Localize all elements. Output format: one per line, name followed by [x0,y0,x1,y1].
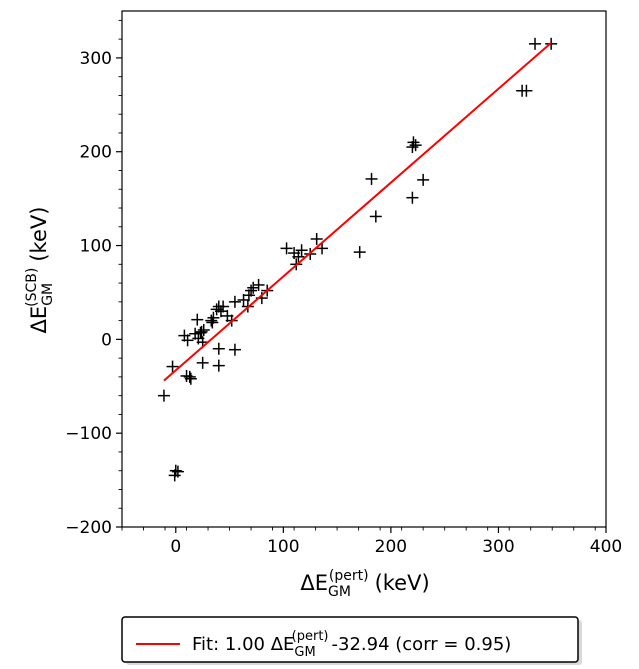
y-tick-label: 0 [101,330,112,350]
y-tick-label: 100 [80,237,112,257]
data-point [184,372,197,385]
data-point [205,314,218,327]
data-point [228,295,241,308]
data-point [183,370,196,383]
x-tick-label: 0 [170,537,181,557]
data-point [365,172,378,185]
legend-box [121,616,579,663]
data-point [191,313,204,326]
data-point [280,242,293,255]
data-point [316,242,329,255]
data-point [520,84,533,97]
data-point [195,325,208,338]
data-point [207,311,220,324]
y-axis-title: ΔEGM(SCB)(keV) [24,207,56,334]
fit-line [163,42,552,382]
data-point [171,465,184,478]
data-point [353,246,366,259]
data-point [409,139,422,152]
y-tick-label: 300 [80,49,112,69]
data-point [228,343,241,356]
y-tick-label: −100 [65,424,112,444]
plot-frame [121,10,607,528]
legend: Fit: 1.00 ΔEGM(pert) -32.94 (corr = 0.95) [121,616,582,665]
data-point [295,244,308,257]
legend-fit-label: Fit: 1.00 ΔEGM(pert) -32.94 (corr = 0.95) [192,629,511,660]
data-point [196,356,209,369]
data-points [157,37,558,482]
data-point [166,360,179,373]
data-point [252,278,265,291]
data-point [247,281,260,294]
y-tick-label: −200 [65,518,112,538]
data-point [197,323,210,336]
data-point [417,173,430,186]
data-point [310,232,323,245]
x-tick-label: 400 [590,537,622,557]
data-point [217,300,230,313]
x-tick-label: 100 [267,537,299,557]
data-point [407,136,420,149]
data-point [406,191,419,204]
data-point [529,37,542,50]
x-axis-title: ΔEGM(pert) (keV) [300,568,429,600]
x-tick-label: 200 [375,537,407,557]
fit-line-group [163,42,552,382]
svg-text:ΔEGM(SCB)(keV): ΔEGM(SCB)(keV) [24,207,56,334]
data-point [369,210,382,223]
data-point [169,464,182,477]
x-tick-label: 300 [482,537,514,557]
data-point [212,359,225,372]
data-point [245,284,258,297]
data-point [194,326,207,339]
data-point [181,334,194,347]
data-point [157,389,170,402]
data-point [292,250,305,263]
data-point [212,342,225,355]
x-axis: 0 100 200 300 400 [121,527,622,557]
y-axis: −200 −100 0 100 200 300 [65,19,122,538]
plot-area [121,10,607,528]
y-tick-label: 200 [80,143,112,163]
